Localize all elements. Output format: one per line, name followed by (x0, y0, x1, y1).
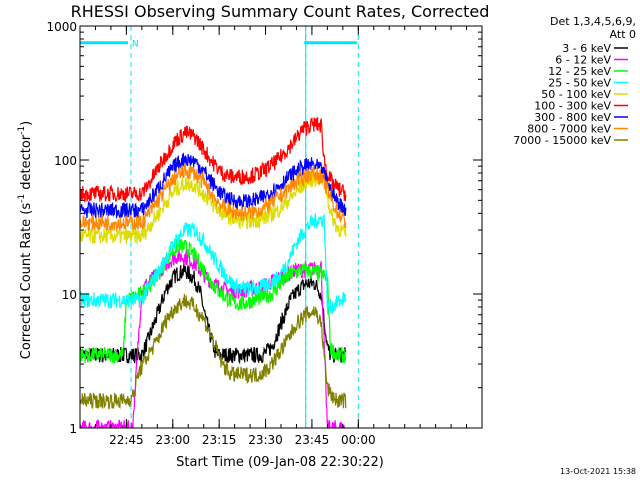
x-tick-label: 23:00 (155, 433, 190, 447)
series-line-8 (80, 294, 347, 409)
x-tick-label: 00:00 (341, 433, 376, 447)
legend-label: 100 - 300 keV (534, 100, 611, 113)
series-line-5 (80, 116, 347, 203)
y-tick-label: 1000 (46, 20, 77, 34)
legend-header: Det 1,3,4,5,6,9, (550, 15, 636, 28)
series-line-3 (80, 213, 347, 315)
x-tick-label: 23:30 (248, 433, 283, 447)
legend-label: 800 - 7000 keV (527, 123, 611, 136)
y-axis-label-sup1: -1 (17, 194, 27, 203)
x-tick-label: 23:45 (295, 433, 330, 447)
x-axis: 22:45 23:00 23:15 23:30 23:45 00:00 (79, 26, 483, 447)
y-axis-label: Corrected Count Rate (s-1 detector-1) (17, 121, 34, 359)
legend-label: 6 - 12 keV (555, 54, 611, 67)
chart-title: RHESSI Observing Summary Count Rates, Co… (71, 2, 490, 21)
legend-label: 3 - 6 keV (562, 42, 611, 55)
legend-label: 12 - 25 keV (548, 65, 611, 78)
x-tick-label: 23:15 (202, 433, 237, 447)
y-tick-label: 10 (62, 288, 77, 302)
series-line-7 (80, 162, 347, 232)
series-line-2 (80, 238, 347, 364)
series-line-6 (80, 152, 347, 219)
y-axis-label-b: detector (19, 134, 34, 194)
legend-label: 50 - 100 keV (541, 88, 611, 101)
y-axis-label-sup2: -1 (17, 126, 27, 135)
legend-label: 25 - 50 keV (548, 77, 611, 90)
legend-label: 7000 - 15000 keV (513, 134, 611, 147)
y-axis: 1 10 100 1000 (46, 20, 482, 436)
y-tick-label: 1 (69, 422, 77, 436)
plot-area: N (80, 26, 359, 428)
footer-date: 13-Oct-2021 15:38 (560, 467, 636, 476)
plot-series-group (80, 26, 359, 428)
legend-header: Att 0 (610, 28, 636, 41)
y-tick-label: 100 (54, 154, 77, 168)
x-tick-label: 22:45 (109, 433, 144, 447)
n-label: N (132, 40, 139, 50)
y-axis-label-a: Corrected Count Rate (s (19, 203, 34, 360)
x-axis-label: Start Time (09-Jan-08 22:30:22) (176, 455, 384, 470)
series-line-4 (80, 170, 347, 245)
legend-label: 300 - 800 keV (534, 111, 611, 124)
y-axis-label-c: ) (19, 121, 34, 126)
